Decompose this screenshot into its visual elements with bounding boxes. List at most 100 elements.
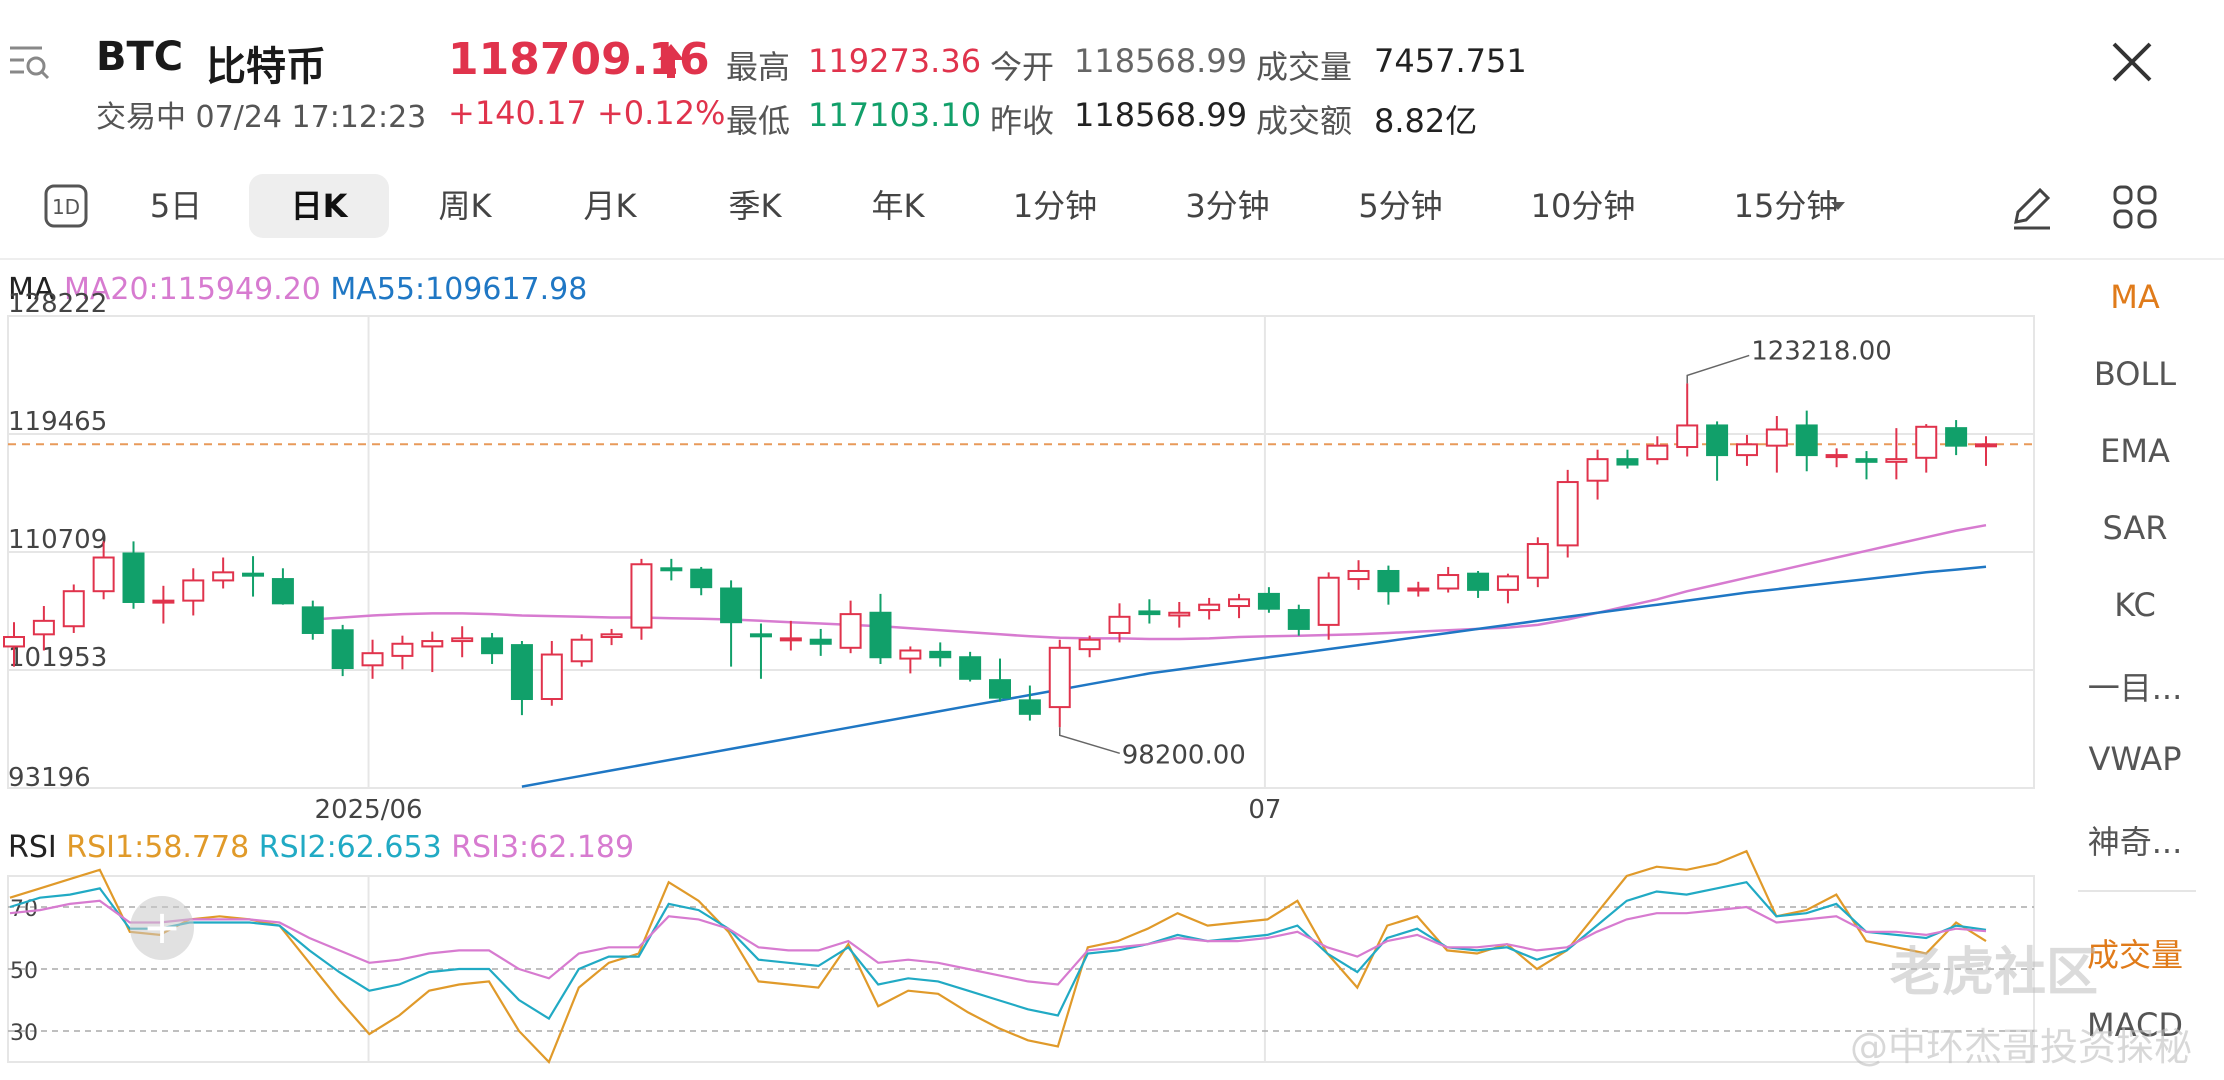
candle-body-down <box>331 629 354 670</box>
tab-3min[interactable]: 3分钟 <box>1185 187 1270 225</box>
indicator-volume[interactable]: 成交量 <box>2086 936 2183 974</box>
tab-year-k[interactable]: 年K <box>871 187 925 225</box>
close-icon[interactable] <box>2108 38 2156 86</box>
period-picker-icon[interactable]: 1D <box>44 184 88 228</box>
candle-body-down <box>1795 424 1818 457</box>
candle <box>1018 685 1041 721</box>
candle-body-up <box>1496 575 1519 591</box>
tab-10min[interactable]: 10分钟 <box>1530 187 1636 225</box>
candle <box>1437 566 1460 593</box>
candle-body-down <box>1287 609 1310 630</box>
candle <box>959 651 982 682</box>
menu-search-icon[interactable] <box>6 42 52 82</box>
candle <box>152 585 175 624</box>
candle <box>1377 565 1400 605</box>
indicator-kc[interactable]: KC <box>2114 586 2156 624</box>
indicator-ema[interactable]: EMA <box>2100 432 2170 470</box>
candle-body-up <box>1975 443 1997 448</box>
candle-body-up <box>1048 646 1071 709</box>
candle <box>989 658 1011 702</box>
candle <box>510 641 533 716</box>
tab-15min[interactable]: 15分钟 <box>1733 187 1839 225</box>
rsi2-legend: RSI2:62.653 <box>258 830 442 865</box>
indicator-vwap[interactable]: VWAP <box>2088 740 2182 778</box>
chevron-down-icon[interactable] <box>1828 198 1848 214</box>
candle-body-up <box>62 590 85 628</box>
candle <box>1855 451 1878 480</box>
candle-body-down <box>720 587 743 624</box>
candle-body-up <box>421 640 444 648</box>
indicator-ichimoku[interactable]: 一目... <box>2087 669 2183 707</box>
candle-body-up <box>1078 638 1101 651</box>
candle-body-up <box>1317 576 1340 626</box>
stat-label: 最高 <box>726 48 791 86</box>
tab-1min[interactable]: 1分钟 <box>1012 187 1098 225</box>
indicator-macd[interactable]: MACD <box>2087 1006 2183 1044</box>
y-tick-label: 110709 <box>8 525 107 555</box>
candle <box>1915 424 1938 473</box>
candle <box>720 580 743 667</box>
zoom-button[interactable]: + <box>130 896 194 960</box>
candle <box>481 632 504 664</box>
y-tick-label: 101953 <box>8 643 107 673</box>
candle <box>1407 581 1430 597</box>
candle-body-down <box>301 606 324 634</box>
candle-body-down <box>1616 458 1639 466</box>
indicator-boll[interactable]: BOLL <box>2093 355 2177 393</box>
rsi-tick-label: 70 <box>10 897 38 922</box>
indicator-divider <box>2078 890 2196 892</box>
candle-body-down <box>481 637 504 655</box>
candles <box>3 383 1997 728</box>
candle <box>331 624 354 677</box>
candle <box>1467 570 1490 598</box>
stat-label: 成交额 <box>1256 102 1353 140</box>
candle-body-up <box>1228 598 1251 608</box>
indicator-sar[interactable]: SAR <box>2102 509 2168 547</box>
candle-body-up <box>1347 569 1370 581</box>
candle <box>1257 587 1280 613</box>
stat-label: 今开 <box>990 48 1055 86</box>
candle <box>600 628 623 646</box>
candle-body-up <box>1407 587 1430 592</box>
candle <box>540 641 563 706</box>
high-annotation-line <box>1686 354 1750 384</box>
rsi-legend-prefix: RSI <box>8 830 57 865</box>
indicator-ma[interactable]: MA <box>2110 278 2160 316</box>
tab-month-k[interactable]: 月K <box>583 187 637 225</box>
rsi3-legend: RSI3:62.189 <box>451 830 635 865</box>
candle <box>1138 599 1161 624</box>
candle <box>1526 537 1549 588</box>
candle-body-up <box>3 636 25 648</box>
candle-body-up <box>630 563 653 629</box>
tab-5d[interactable]: 5日 <box>149 187 203 225</box>
stat-prev-close: 118568.99 <box>1074 96 1248 134</box>
x-tick-label: 07 <box>1248 795 1281 825</box>
rsi2-line <box>9 880 1987 1021</box>
candle-body-up <box>1765 428 1788 447</box>
candle <box>839 600 862 654</box>
tab-5min[interactable]: 5分钟 <box>1358 187 1443 225</box>
ma20-line <box>312 523 1987 641</box>
ticker-name: 比特币 <box>206 44 326 90</box>
candle-body-down <box>1945 427 1968 447</box>
candle-body-down <box>122 552 145 603</box>
watermark-author: @中环杰哥投资探秘 <box>1850 1025 2193 1069</box>
candle <box>690 566 713 596</box>
candle-body-up <box>182 579 205 602</box>
tab-week-k[interactable]: 周K <box>438 187 492 225</box>
rsi-lines: 70 50 30 <box>7 849 2035 1064</box>
layout-grid-icon[interactable] <box>2112 184 2158 230</box>
draw-pen-icon[interactable] <box>2006 182 2056 232</box>
candle-body-down <box>989 679 1011 699</box>
tab-day-k[interactable]: 日K <box>249 174 389 238</box>
candle-body-up <box>600 633 623 639</box>
candle <box>1885 428 1908 480</box>
candle-body-down <box>1706 424 1729 457</box>
tab-quarter-k[interactable]: 季K <box>728 187 782 225</box>
candle-body-up <box>1168 611 1191 617</box>
indicator-magic[interactable]: 神奇... <box>2087 823 2183 861</box>
low-annotation-line <box>1059 727 1120 755</box>
candle <box>749 623 772 679</box>
candle-body-up <box>1825 454 1848 459</box>
